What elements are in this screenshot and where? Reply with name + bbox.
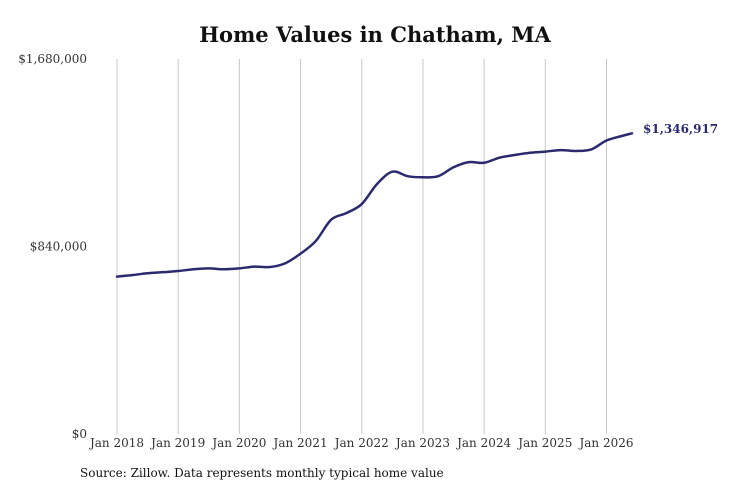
x-tick-label: Jan 2019 <box>149 436 205 450</box>
x-axis-ticks: Jan 2018 Jan 2019 Jan 2020 Jan 2021 Jan 2022… <box>88 436 634 450</box>
series-line <box>115 132 634 278</box>
chart-title: Home Values in Chatham, MA <box>199 22 551 47</box>
end-value-label: $1,346,917 <box>643 122 718 136</box>
y-tick-label: $840,000 <box>30 240 87 254</box>
x-tick-label: Jan 2025 <box>516 436 572 450</box>
series-group <box>115 132 634 278</box>
x-tick-label: Jan 2024 <box>455 436 511 450</box>
x-tick-label: Jan 2018 <box>88 436 144 450</box>
source-note: Source: Zillow. Data represents monthly … <box>80 466 444 480</box>
x-tick-label: Jan 2021 <box>272 436 328 450</box>
y-axis-ticks: $0 $840,000 $1,680,000 <box>18 52 87 441</box>
y-tick-label: $1,680,000 <box>18 52 87 66</box>
x-tick-label: Jan 2023 <box>394 436 450 450</box>
gridlines <box>116 59 608 434</box>
x-tick-label: Jan 2020 <box>210 436 266 450</box>
x-tick-label: Jan 2026 <box>577 436 633 450</box>
y-tick-label: $0 <box>72 427 87 441</box>
x-tick-label: Jan 2022 <box>333 436 389 450</box>
